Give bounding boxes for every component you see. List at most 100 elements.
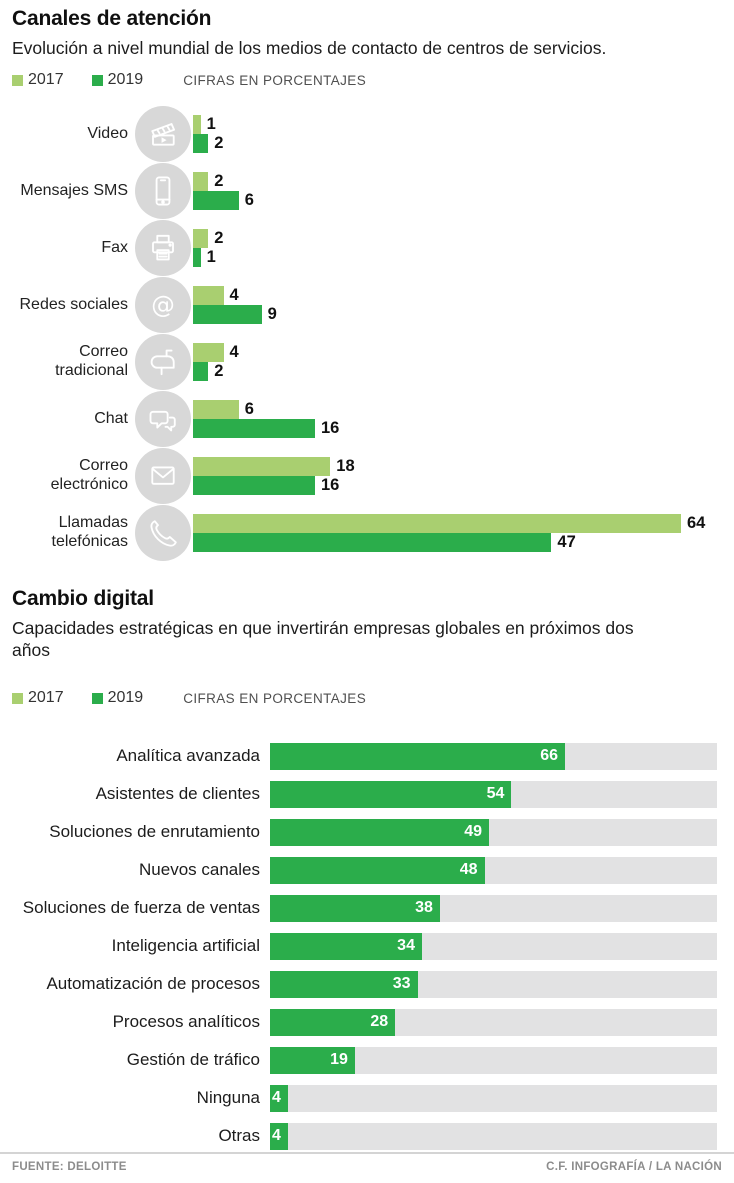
category-label: Gestión de tráfico <box>126 1050 260 1070</box>
value-label: 54 <box>486 785 505 803</box>
value-2019: 6 <box>244 190 254 209</box>
bar-2019: 28 <box>270 1008 396 1036</box>
phone-handset-icon <box>135 504 191 561</box>
bar-2019: 49 <box>270 818 490 846</box>
section-title-canales: Canales de atención <box>12 7 212 30</box>
legend-item-2017: 2017 <box>12 71 64 89</box>
bar-group: 18 16 <box>193 456 355 495</box>
category-label: Chat <box>94 409 128 427</box>
infographic-page: Canales de atención Evolución a nivel mu… <box>0 7 734 1173</box>
at-sign-icon: @ <box>135 276 191 333</box>
value-2017: 64 <box>687 513 706 532</box>
legend-swatch-2017-icon <box>12 74 23 86</box>
legend-label-2017: 2017 <box>28 71 64 89</box>
bar-2017 <box>193 171 209 191</box>
bar-group: 6 16 <box>193 399 339 438</box>
legend-label-2019: 2019 <box>107 689 144 707</box>
legend-label-2017: 2017 <box>28 689 64 707</box>
bar-2017 <box>193 342 224 362</box>
bar-2017 <box>193 456 331 476</box>
category-label: Nuevos canales <box>139 860 260 880</box>
category-label: Analítica avanzada <box>116 746 260 766</box>
value-2019: 2 <box>214 361 224 380</box>
legend-cambio: 2017 2019 CIFRAS EN PORCENTAJES <box>12 689 722 707</box>
channel-row: Chat 6 16 <box>12 390 722 447</box>
bar-track: 4 <box>270 1122 717 1150</box>
value-2019: 47 <box>557 532 576 551</box>
units-note: CIFRAS EN PORCENTAJES <box>183 72 367 88</box>
capability-row: Analítica avanzada 66 <box>12 737 722 775</box>
value-2017: 6 <box>244 399 254 418</box>
capability-row: Otras 4 <box>12 1117 722 1155</box>
value-2017: 18 <box>336 456 355 475</box>
value-2017: 2 <box>214 228 224 247</box>
section-canales-de-atencion: Canales de atención Evolución a nivel mu… <box>0 7 734 561</box>
bar-2019 <box>193 475 315 495</box>
channel-row: Mensajes SMS 2 6 <box>12 162 722 219</box>
capability-row: Inteligencia artificial 34 <box>12 927 722 965</box>
category-label: Correo electrónico <box>50 457 128 493</box>
footer-source: FUENTE: DELOITTE <box>12 1161 127 1173</box>
category-label: Procesos analíticos <box>112 1012 260 1032</box>
value-2017: 4 <box>229 342 239 361</box>
bar-track: 19 <box>270 1046 717 1074</box>
value-2019: 9 <box>267 304 277 323</box>
bar-2019: 34 <box>270 932 422 960</box>
legend-canales: 2017 2019 CIFRAS EN PORCENTAJES <box>12 71 722 89</box>
capability-row: Ninguna 4 <box>12 1079 722 1117</box>
digital-chart: Analítica avanzada 66 Asistentes de client… <box>12 737 722 1155</box>
bar-2019 <box>193 361 209 381</box>
value-label: 34 <box>397 937 415 955</box>
channel-row: Redes sociales @4 9 <box>12 276 722 333</box>
bar-2019 <box>193 133 209 153</box>
section-subtitle-canales: Evolución a nivel mundial de los medios … <box>12 38 607 58</box>
category-label: Correo tradicional <box>55 343 128 379</box>
channel-row: Correo tradicional 4 2 <box>12 333 722 390</box>
category-label: Inteligencia artificial <box>111 936 260 956</box>
footer: FUENTE: DELOITTE C.F. INFOGRAFÍA / LA NA… <box>0 1152 734 1183</box>
channel-row: Fax 2 1 <box>12 219 722 276</box>
category-label: Ninguna <box>196 1088 260 1108</box>
legend-swatch-2017-icon <box>12 692 23 704</box>
section-title-cambio: Cambio digital <box>12 587 154 611</box>
bar-2019: 4 <box>270 1084 288 1112</box>
units-note: CIFRAS EN PORCENTAJES <box>183 690 367 706</box>
bar-2019: 33 <box>270 970 418 998</box>
section-subtitle-cambio: Capacidades estratégicas en que invertir… <box>12 618 634 660</box>
value-label: 38 <box>415 899 433 917</box>
bar-2019: 19 <box>270 1046 355 1074</box>
smartphone-icon <box>135 162 191 219</box>
bar-2017 <box>193 114 201 134</box>
bar-track: 54 <box>270 780 717 808</box>
value-label: 48 <box>459 861 478 879</box>
category-label: Llamadas telefónicas <box>51 514 129 550</box>
channel-row: Correo electrónico 18 16 <box>12 447 722 504</box>
bar-2017 <box>193 399 239 419</box>
bar-track: 48 <box>270 856 717 884</box>
bar-group: 64 47 <box>193 513 706 552</box>
section-cambio-digital: Cambio digital Capacidades estratégicas … <box>0 587 734 1155</box>
legend-item-2019: 2019 <box>91 689 144 707</box>
bar-2019: 4 <box>270 1122 288 1150</box>
value-label: 66 <box>540 747 559 765</box>
bar-2019 <box>193 247 201 267</box>
category-label: Soluciones de enrutamiento <box>49 822 260 842</box>
value-label: 4 <box>271 1089 281 1107</box>
channels-chart: Video 1 2 Mensajes SMS 2 6 Fax 2 1 Redes sociales… <box>12 105 722 561</box>
chat-bubbles-icon <box>135 390 191 447</box>
bar-2019 <box>193 532 552 552</box>
bar-2019 <box>193 304 262 324</box>
value-2019: 2 <box>214 133 224 152</box>
svg-text:@: @ <box>151 291 175 319</box>
bar-2019 <box>193 190 239 210</box>
value-2017: 2 <box>214 171 224 190</box>
channel-row: Video 1 2 <box>12 105 722 162</box>
category-label: Redes sociales <box>19 295 129 313</box>
bar-track: 49 <box>270 818 717 846</box>
bar-track: 38 <box>270 894 717 922</box>
bar-track: 28 <box>270 1008 717 1036</box>
category-label: Otras <box>218 1126 260 1146</box>
bar-2019: 66 <box>270 742 566 770</box>
